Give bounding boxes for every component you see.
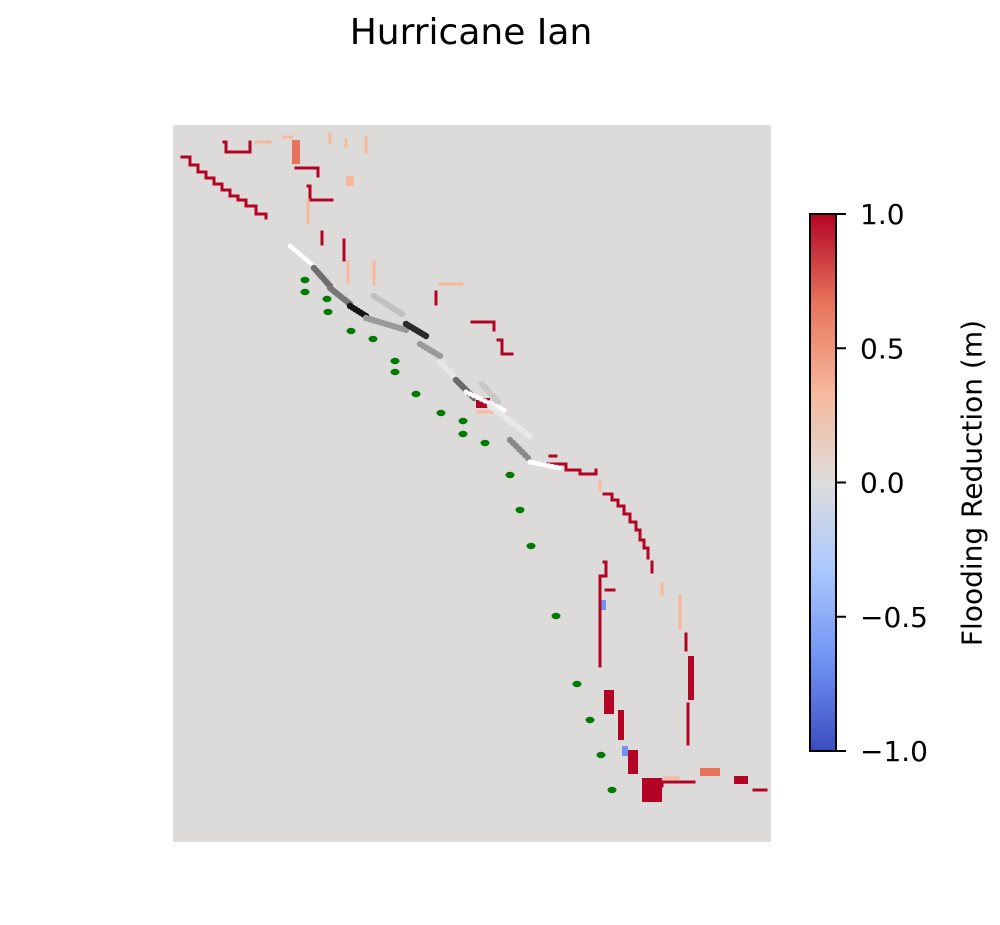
green-marker (322, 295, 332, 303)
track-point (494, 398, 502, 406)
track-point (422, 332, 430, 340)
colorbar-label: Flooding Reduction (m) (955, 319, 989, 647)
track-point (501, 407, 507, 413)
flood-cell (600, 600, 606, 610)
track-point (436, 352, 444, 360)
track-point (526, 432, 534, 440)
flood-cell (346, 176, 354, 186)
green-marker (368, 335, 378, 343)
green-marker (526, 542, 536, 550)
structure-track-layer (287, 243, 563, 471)
green-marker (390, 368, 400, 376)
flood-cell (476, 398, 490, 408)
colorbar-tick-label: 0.5 (860, 332, 905, 365)
green-marker (346, 327, 356, 335)
green-marker (458, 417, 468, 425)
track-point (557, 465, 563, 471)
green-marker (300, 276, 310, 284)
flood-cell (642, 778, 662, 802)
flood-cell (628, 750, 638, 774)
track-point (398, 310, 406, 318)
flood-cell (618, 710, 624, 740)
green-marker (458, 430, 468, 438)
green-marker (607, 786, 617, 794)
green-marker (596, 751, 606, 759)
flood-cell (622, 746, 628, 756)
green-marker (436, 409, 446, 417)
colorbar-tick-label: 1.0 (860, 198, 905, 231)
flood-cell (688, 656, 694, 700)
colorbar-tick-label: 0.0 (860, 467, 905, 500)
green-marker (411, 390, 421, 398)
green-marker (300, 288, 310, 296)
flood-cell (292, 140, 300, 164)
flood-cell (604, 690, 614, 714)
green-marker (551, 612, 561, 620)
flood-cell (700, 768, 720, 776)
green-marker (323, 308, 333, 316)
flood-cell (734, 776, 748, 784)
green-marker (585, 716, 595, 724)
colorbar-tick-label: −1.0 (860, 735, 928, 768)
green-marker (480, 439, 490, 447)
green-markers-layer (300, 276, 617, 794)
colorbar-ticks: 1.0 0.5 0.0 −0.5 −1.0 (836, 198, 928, 768)
flood-cells-layer (180, 132, 768, 802)
green-marker (515, 506, 525, 514)
colorbar-tick-label: −0.5 (860, 601, 928, 634)
chart-title: Hurricane Ian (349, 12, 593, 53)
green-marker (505, 471, 515, 479)
map-background (173, 125, 771, 842)
colorbar (809, 213, 837, 752)
green-marker (390, 357, 400, 365)
green-marker (572, 680, 582, 688)
